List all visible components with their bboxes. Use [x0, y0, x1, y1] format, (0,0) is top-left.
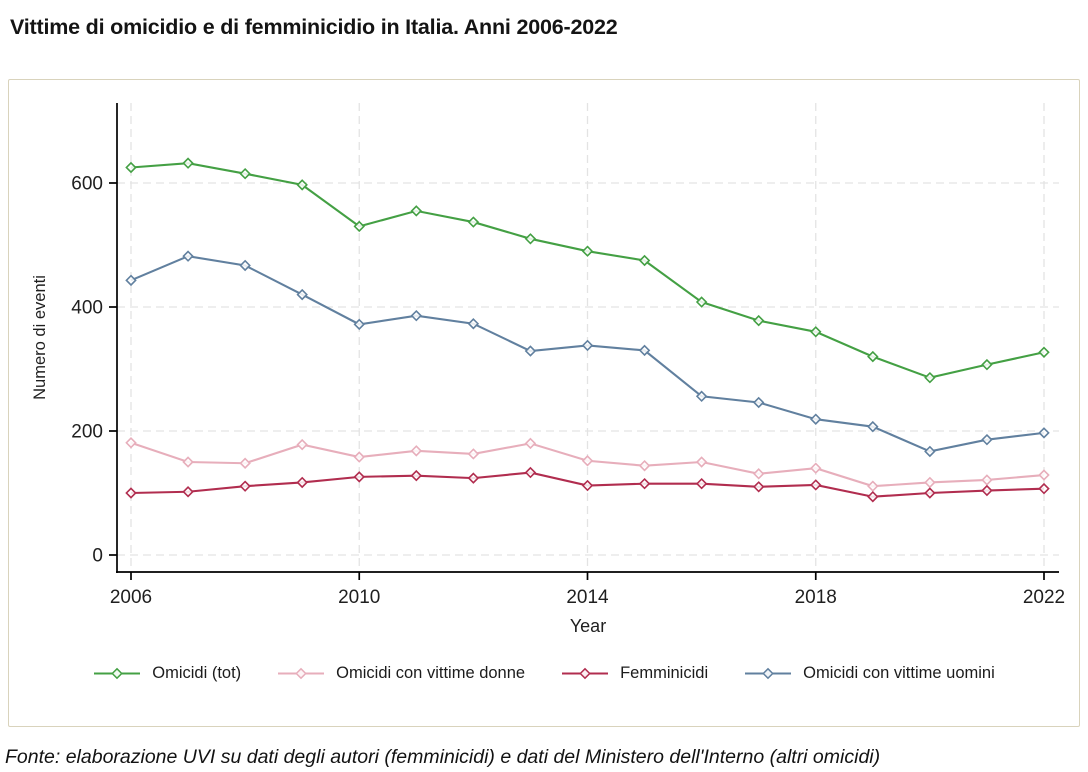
data-point — [924, 445, 936, 458]
data-point — [1038, 482, 1050, 495]
data-point — [125, 487, 137, 499]
data-point — [125, 437, 137, 449]
data-point — [467, 472, 480, 484]
data-point — [410, 445, 423, 457]
data-point — [581, 339, 594, 352]
data-point — [353, 318, 365, 331]
data-point — [182, 250, 194, 262]
x-tick-label: 2018 — [795, 587, 837, 608]
legend-item-vittime-uomini: Omicidi con vittime uomini — [744, 664, 995, 683]
data-point — [467, 318, 480, 330]
data-point — [867, 480, 879, 492]
data-point — [810, 413, 822, 425]
page-title: Vittime di omicidio e di femminicidio in… — [10, 15, 618, 39]
x-tick-label: 2006 — [110, 587, 152, 608]
data-point — [125, 161, 137, 174]
data-point — [695, 456, 708, 468]
data-point — [1038, 427, 1050, 439]
data-point — [924, 487, 936, 499]
data-point — [581, 479, 594, 492]
data-point — [353, 471, 365, 483]
data-point — [1038, 469, 1050, 481]
data-point — [296, 476, 308, 489]
source-note: Fonte: elaborazione UVI su dati degli au… — [5, 746, 881, 768]
data-point — [296, 288, 308, 301]
legend-item-vittime-donne: Omicidi con vittime donne — [277, 664, 525, 683]
x-axis-title: Year — [570, 616, 606, 636]
legend-label: Omicidi (tot) — [152, 664, 242, 682]
data-point — [981, 358, 993, 371]
y-tick-label: 400 — [71, 298, 103, 319]
legend: Omicidi (tot) Omicidi con vittime donne … — [9, 664, 1079, 683]
data-point — [524, 345, 537, 357]
data-point — [867, 420, 879, 433]
data-point — [353, 220, 365, 233]
data-point — [182, 456, 194, 468]
data-point — [981, 484, 993, 497]
line-chart: 0 200 400 600 2006 2010 2014 2018 2022 Numero di … — [31, 103, 1065, 636]
data-point — [239, 259, 251, 272]
x-tick-label: 2014 — [566, 587, 609, 608]
y-tick-label: 200 — [71, 422, 103, 443]
data-point — [524, 437, 537, 450]
legend-marker-icon — [94, 667, 141, 680]
data-point — [695, 390, 708, 403]
data-point — [638, 459, 651, 472]
y-axis-title: Numero di eventi — [31, 275, 49, 400]
data-point — [695, 296, 708, 308]
data-point — [752, 468, 765, 480]
data-point — [239, 167, 251, 180]
data-point — [581, 245, 594, 257]
data-point — [867, 490, 879, 503]
data-point — [410, 309, 423, 322]
data-point — [810, 479, 822, 491]
chart-figure: 0 200 400 600 2006 2010 2014 2018 2022 Numero di … — [8, 79, 1080, 727]
data-point — [410, 469, 423, 482]
data-point — [182, 157, 194, 169]
data-point — [867, 350, 879, 363]
data-point — [182, 486, 194, 498]
data-point — [524, 466, 537, 479]
data-point — [125, 274, 137, 287]
y-tick-label: 0 — [92, 546, 103, 567]
data-point — [810, 462, 822, 474]
data-point — [981, 474, 993, 486]
data-point — [924, 476, 936, 489]
data-point — [638, 344, 651, 357]
data-point — [410, 205, 423, 217]
legend-label: Omicidi con vittime uomini — [803, 664, 995, 682]
data-point — [467, 216, 480, 228]
data-point — [296, 438, 308, 451]
data-point — [296, 179, 308, 191]
data-point — [239, 480, 251, 492]
data-point — [924, 371, 936, 384]
legend-item-omicidi-tot: Omicidi (tot) — [93, 664, 241, 683]
data-point — [239, 457, 251, 469]
data-point — [752, 396, 765, 409]
legend-marker-icon — [278, 667, 325, 680]
data-point — [810, 326, 822, 338]
legend-label: Femminicidi — [620, 664, 709, 682]
data-point — [1038, 346, 1050, 358]
data-point — [524, 233, 537, 245]
x-tick-label: 2022 — [1023, 587, 1065, 608]
legend-item-femminicidi: Femminicidi — [561, 664, 708, 683]
legend-marker-icon — [745, 667, 792, 680]
data-point — [695, 477, 708, 490]
data-point — [638, 254, 651, 267]
legend-label: Omicidi con vittime donne — [336, 664, 526, 682]
y-tick-label: 600 — [71, 174, 103, 195]
x-tick-label: 2010 — [338, 587, 380, 608]
data-point — [752, 314, 765, 327]
data-point — [467, 448, 480, 460]
legend-marker-icon — [562, 667, 609, 680]
data-point — [581, 455, 594, 467]
data-point — [981, 433, 993, 446]
data-point — [353, 451, 365, 463]
data-point — [752, 481, 765, 493]
data-point — [638, 477, 651, 490]
